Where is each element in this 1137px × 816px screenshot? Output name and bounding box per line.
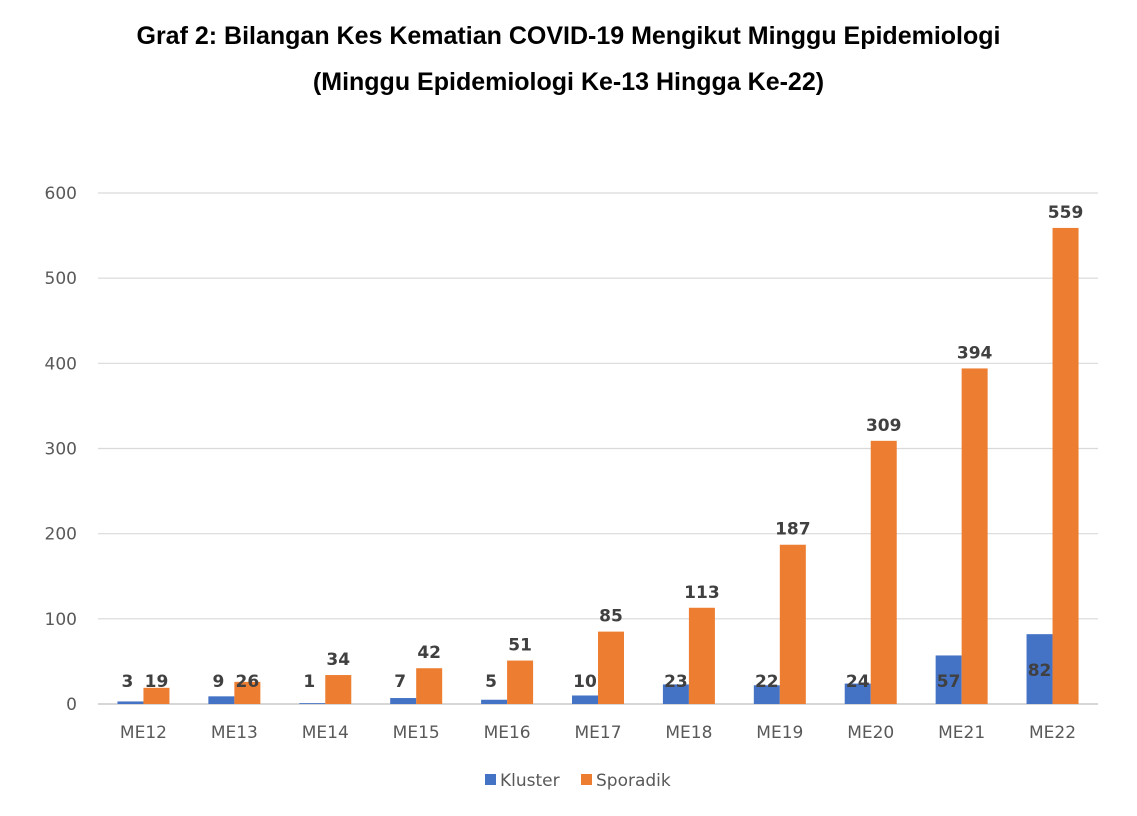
bar-sporadik [325, 675, 352, 704]
data-label-sporadik: 26 [236, 672, 260, 692]
bar-kluster [662, 684, 689, 704]
x-tick-label: ME21 [938, 723, 985, 743]
bar-kluster [844, 683, 871, 704]
x-tick-label: ME19 [756, 723, 803, 743]
data-label-sporadik: 34 [326, 650, 350, 670]
bar-sporadik [779, 544, 806, 704]
data-label-sporadik: 187 [775, 520, 811, 540]
y-tick-label: 500 [45, 269, 77, 289]
data-label-sporadik: 42 [417, 643, 441, 663]
chart-title: Graf 2: Bilangan Kes Kematian COVID-19 M… [136, 22, 1001, 50]
bar-sporadik [688, 607, 715, 704]
x-tick-label: ME13 [211, 723, 258, 743]
bar-sporadik [870, 440, 897, 704]
data-label-kluster: 57 [937, 672, 961, 692]
bar-kluster [117, 701, 144, 704]
data-label-sporadik: 309 [866, 416, 902, 436]
y-tick-label: 100 [45, 610, 77, 630]
data-label-kluster: 5 [485, 672, 497, 692]
data-label-kluster: 82 [1028, 661, 1052, 681]
bar-kluster [481, 699, 508, 704]
bar-sporadik [1052, 227, 1079, 704]
bar-kluster [572, 695, 598, 704]
x-tick-label: ME15 [393, 723, 440, 743]
data-label-sporadik: 85 [599, 607, 623, 627]
bar-kluster [208, 696, 235, 704]
bar-sporadik [143, 687, 170, 704]
legend-label-sporadik: Sporadik [596, 771, 671, 791]
legend-swatch-sporadik [581, 774, 592, 785]
data-label-sporadik: 394 [957, 343, 993, 363]
bar-kluster [935, 655, 962, 704]
x-tick-label: ME18 [665, 723, 712, 743]
bar-kluster [390, 698, 417, 704]
y-tick-label: 300 [45, 440, 77, 460]
data-label-sporadik: 19 [145, 672, 169, 692]
x-tick-label: ME12 [120, 723, 167, 743]
chart-subtitle: (Minggu Epidemiologi Ke-13 Hingga Ke-22) [312, 68, 825, 96]
data-label-sporadik: 113 [684, 583, 720, 603]
x-tick-label: ME17 [574, 723, 621, 743]
bar-sporadik [507, 660, 534, 704]
bar-kluster [753, 685, 780, 704]
legend-label-kluster: Kluster [500, 771, 560, 791]
bar-kluster [1026, 634, 1053, 704]
data-label-kluster: 7 [394, 672, 406, 692]
y-tick-label: 200 [45, 525, 77, 545]
bar-sporadik [598, 631, 624, 704]
bar-sporadik [234, 681, 261, 704]
x-tick-label: ME22 [1029, 723, 1076, 743]
y-tick-label: 600 [45, 184, 77, 204]
bar-kluster [299, 703, 326, 704]
data-label-sporadik: 51 [508, 636, 532, 656]
data-label-kluster: 22 [755, 672, 779, 692]
data-label-sporadik: 559 [1048, 203, 1084, 223]
x-tick-label: ME14 [302, 723, 349, 743]
data-label-kluster: 24 [846, 672, 870, 692]
y-tick-label: 0 [66, 695, 77, 715]
data-label-kluster: 1 [303, 672, 315, 692]
bar-sporadik [416, 668, 443, 704]
data-label-kluster: 9 [212, 672, 224, 692]
data-label-kluster: 3 [122, 672, 134, 692]
data-label-kluster: 23 [664, 672, 688, 692]
bar-sporadik [961, 368, 988, 704]
data-label-kluster: 10 [573, 672, 597, 692]
x-tick-label: ME16 [484, 723, 531, 743]
x-tick-label: ME20 [847, 723, 894, 743]
legend-swatch-kluster [485, 774, 496, 785]
y-tick-label: 400 [45, 354, 77, 374]
